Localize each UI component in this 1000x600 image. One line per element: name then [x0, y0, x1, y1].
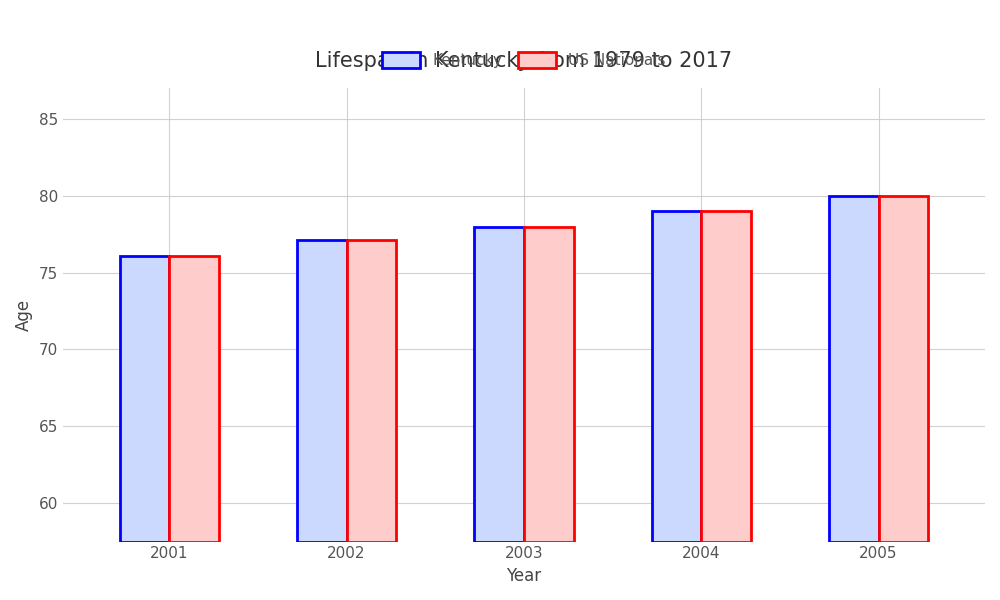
Bar — [829, 196, 879, 542]
Legend: Kentucky, US Nationals: Kentucky, US Nationals — [376, 46, 672, 74]
Bar — [652, 211, 701, 542]
Bar — [297, 241, 347, 542]
Bar — [347, 241, 396, 542]
Y-axis label: Age: Age — [15, 299, 33, 331]
Title: Lifespan in Kentucky from 1979 to 2017: Lifespan in Kentucky from 1979 to 2017 — [315, 52, 732, 71]
Bar — [701, 211, 751, 542]
Bar — [879, 196, 928, 542]
Bar — [120, 256, 169, 542]
Bar — [524, 227, 574, 542]
Bar — [169, 256, 219, 542]
X-axis label: Year: Year — [506, 567, 541, 585]
Bar — [474, 227, 524, 542]
